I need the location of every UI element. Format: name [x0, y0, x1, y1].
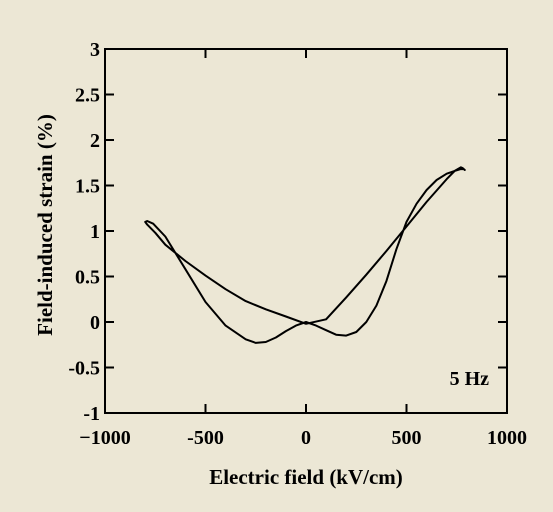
x-tick-label: 1000 — [487, 427, 527, 449]
x-tick-label: 0 — [301, 427, 311, 449]
y-tick-label: 0.5 — [75, 267, 100, 289]
x-axis-ticks: −1000 -500 0 500 1000 — [79, 49, 527, 449]
plot-frame — [104, 48, 508, 414]
series-line-0 — [144, 166, 466, 344]
series-group — [144, 166, 466, 344]
y-tick-label: 3 — [90, 39, 100, 61]
y-axis-ticks: -1 -0.5 0 0.5 1 1.5 2 2.5 3 — [68, 39, 507, 425]
y-tick-label: -0.5 — [68, 358, 100, 380]
x-tick-label: 500 — [392, 427, 422, 449]
x-tick-label: -500 — [187, 427, 224, 449]
y-tick-label: -1 — [83, 403, 100, 425]
y-tick-label: 1 — [90, 221, 100, 243]
x-axis-title: Electric field (kV/cm) — [209, 465, 403, 489]
y-tick-label: 1.5 — [75, 176, 100, 198]
x-tick-label: −1000 — [79, 427, 130, 449]
y-tick-label: 2.5 — [75, 85, 100, 107]
y-tick-label: 0 — [90, 312, 100, 334]
y-tick-label: 2 — [90, 130, 100, 152]
annotation-frequency: 5 Hz — [450, 368, 490, 390]
y-axis-title: Field-induced strain (%) — [33, 114, 57, 336]
